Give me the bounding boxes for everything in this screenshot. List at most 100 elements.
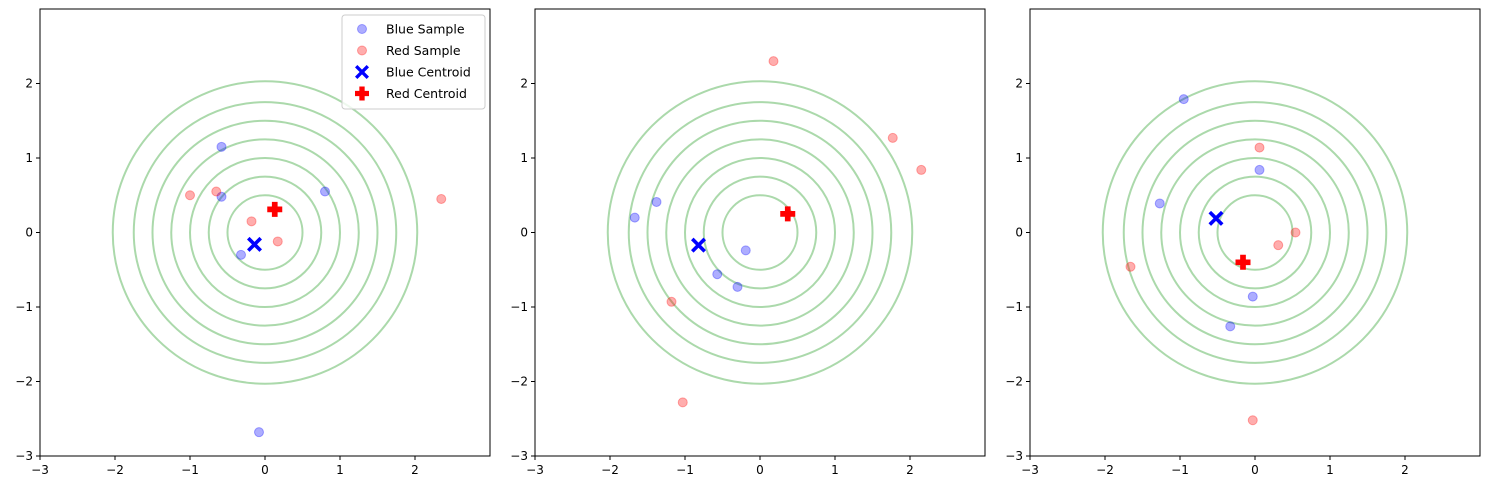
blue-sample-point bbox=[1247, 291, 1258, 302]
red-sample-point bbox=[666, 296, 677, 307]
blue-centroid-marker bbox=[691, 237, 706, 253]
plot-area bbox=[606, 56, 927, 408]
scatter-panel-3: −3 −2 −1 0 1 2 −3 −2 −1 0 1 2 bbox=[1005, 8, 1481, 477]
contour-ring-6 bbox=[132, 101, 398, 364]
y-tick-label: 1 bbox=[520, 151, 528, 165]
x-tick-label: −2 bbox=[106, 463, 124, 477]
red-sample-point bbox=[887, 132, 898, 143]
legend-box bbox=[341, 14, 486, 110]
x-tick-label: −3 bbox=[1021, 463, 1039, 477]
contour-ring-6 bbox=[627, 101, 893, 364]
blue-sample-point bbox=[236, 249, 246, 260]
red-sample-point bbox=[436, 193, 447, 204]
contour-ring-4 bbox=[170, 138, 360, 327]
blue-sample-point bbox=[1178, 94, 1189, 105]
red-sample-point bbox=[768, 56, 779, 67]
contour-ring-4 bbox=[665, 138, 855, 327]
contour-ring-3 bbox=[189, 157, 341, 308]
contour-ring-1 bbox=[1216, 194, 1294, 271]
x-tick-label: 1 bbox=[1326, 463, 1334, 477]
contour-ring-4 bbox=[1160, 138, 1350, 327]
blue-sample-point bbox=[1254, 164, 1265, 175]
red-centroid-marker bbox=[267, 201, 283, 217]
x-tick-label: 1 bbox=[831, 463, 839, 477]
legend-blue-sample-marker bbox=[357, 24, 367, 34]
y-tick-label: −1 bbox=[510, 300, 528, 314]
red-centroid-marker bbox=[780, 206, 796, 222]
y-tick-label: −3 bbox=[15, 449, 33, 463]
y-tick-label: −1 bbox=[1005, 300, 1023, 314]
x-tick-label: −1 bbox=[676, 463, 694, 477]
red-sample-point bbox=[1254, 142, 1265, 153]
contour-ring-1 bbox=[226, 194, 304, 271]
y-tick-label: 2 bbox=[1015, 77, 1023, 91]
y-tick-label: 2 bbox=[25, 77, 33, 91]
x-tick-label: 2 bbox=[1401, 463, 1409, 477]
red-sample-point bbox=[1290, 227, 1301, 238]
scatter-panel-1: −3 −2 −1 0 1 2 −3 −2 −1 0 1 2 Blue Sample Red Sample B… bbox=[15, 8, 491, 477]
plot-area bbox=[1101, 80, 1409, 426]
y-tick-label: 0 bbox=[25, 226, 33, 240]
legend-label: Blue Sample bbox=[386, 22, 465, 37]
scatter-panel-2: −3 −2 −1 0 1 2 −3 −2 −1 0 1 2 bbox=[510, 8, 986, 477]
legend-label: Red Centroid bbox=[386, 86, 467, 101]
y-tick-label: 2 bbox=[520, 77, 528, 91]
red-sample-point bbox=[1273, 240, 1284, 251]
contour-ring-5 bbox=[646, 119, 874, 346]
blue-centroid-marker bbox=[247, 236, 262, 252]
legend-blue-centroid-marker bbox=[355, 65, 369, 79]
y-tick-label: −3 bbox=[510, 449, 528, 463]
legend-label: Red Sample bbox=[386, 43, 461, 58]
axes-frame bbox=[1029, 8, 1481, 457]
red-sample-point bbox=[677, 397, 688, 408]
y-tick-label: 1 bbox=[1015, 151, 1023, 165]
x-tick-label: −1 bbox=[1171, 463, 1189, 477]
x-tick-label: 2 bbox=[411, 463, 419, 477]
blue-sample-point bbox=[1225, 321, 1236, 332]
y-tick-label: −2 bbox=[15, 375, 33, 389]
blue-sample-point bbox=[629, 212, 640, 223]
contour-ring-3 bbox=[684, 157, 836, 308]
x-tick-label: 0 bbox=[756, 463, 764, 477]
y-tick-label: −3 bbox=[1005, 449, 1023, 463]
blue-sample-point bbox=[1154, 198, 1165, 209]
contour-ring-6 bbox=[1122, 101, 1388, 364]
legend-label: Blue Centroid bbox=[386, 65, 471, 80]
x-tick-label: 0 bbox=[1251, 463, 1259, 477]
contour-ring-3 bbox=[1179, 157, 1331, 308]
blue-sample-point bbox=[712, 269, 723, 280]
red-sample-point bbox=[185, 190, 195, 201]
red-sample-point bbox=[916, 164, 927, 175]
x-tick-label: 2 bbox=[906, 463, 914, 477]
x-tick-label: 1 bbox=[336, 463, 344, 477]
red-sample-point bbox=[246, 216, 257, 227]
contour-ring-2 bbox=[1197, 175, 1313, 290]
plot-area bbox=[111, 80, 447, 438]
blue-sample-point bbox=[651, 196, 662, 207]
legend-red-centroid-marker bbox=[355, 86, 369, 101]
contour-ring-5 bbox=[1141, 119, 1369, 346]
y-tick-label: 0 bbox=[1015, 226, 1023, 240]
contour-ring-1 bbox=[721, 194, 799, 271]
y-tick-label: −2 bbox=[1005, 375, 1023, 389]
x-tick-label: 0 bbox=[261, 463, 269, 477]
blue-sample-point bbox=[254, 427, 264, 438]
x-tick-label: −3 bbox=[526, 463, 544, 477]
red-sample-point bbox=[272, 236, 283, 247]
axes-frame bbox=[534, 8, 986, 457]
y-tick-label: 0 bbox=[520, 226, 528, 240]
blue-sample-point bbox=[320, 186, 330, 197]
x-tick-label: −2 bbox=[1096, 463, 1114, 477]
contour-ring-7 bbox=[1101, 80, 1409, 385]
red-sample-point bbox=[1247, 415, 1258, 426]
x-tick-label: −3 bbox=[31, 463, 49, 477]
contour-ring-2 bbox=[702, 175, 818, 290]
y-tick-label: −1 bbox=[15, 300, 33, 314]
x-tick-label: −1 bbox=[181, 463, 199, 477]
blue-sample-point bbox=[740, 245, 751, 256]
red-centroid-marker bbox=[1235, 254, 1251, 270]
blue-sample-point bbox=[216, 141, 227, 152]
blue-centroid-marker bbox=[1208, 210, 1224, 226]
y-tick-label: 1 bbox=[25, 151, 33, 165]
x-tick-label: −2 bbox=[601, 463, 619, 477]
